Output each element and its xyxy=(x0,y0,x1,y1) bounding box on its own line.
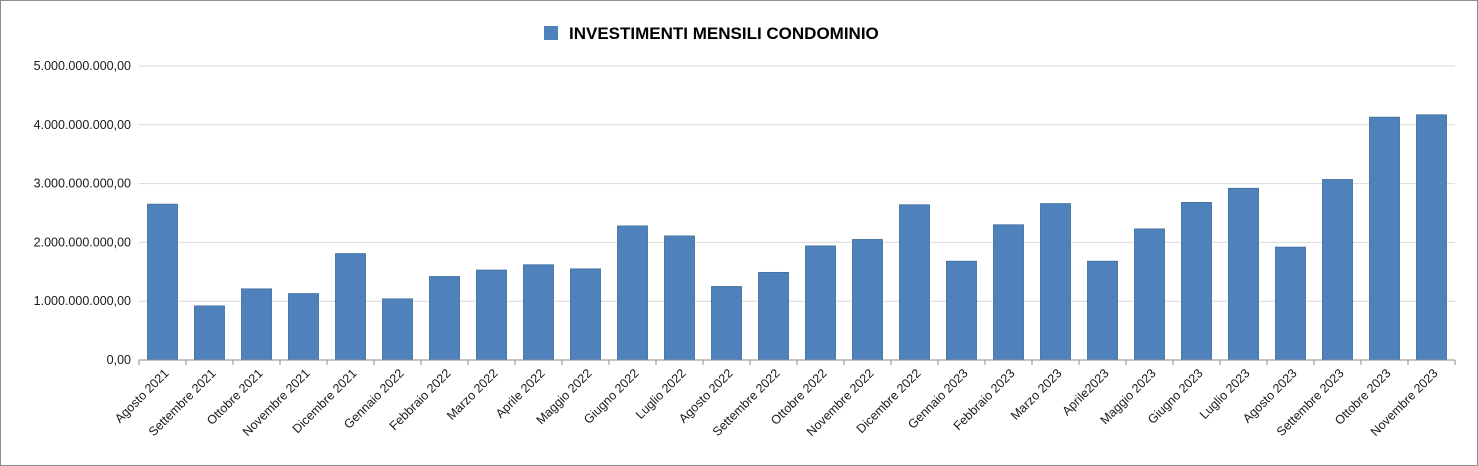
bar xyxy=(288,293,319,361)
bar xyxy=(570,268,601,361)
y-tick-label: 2.000.000.000,00 xyxy=(34,235,131,249)
x-tick-label: Marzo 2022 xyxy=(444,366,501,423)
bar xyxy=(617,225,648,361)
bar xyxy=(335,253,366,361)
y-tick-label: 1.000.000.000,00 xyxy=(34,294,131,308)
legend: INVESTIMENTI MENSILI CONDOMINIO xyxy=(544,24,879,43)
bar xyxy=(1275,246,1306,361)
bar xyxy=(711,286,742,361)
bar xyxy=(382,298,413,361)
bar xyxy=(194,305,225,361)
bar xyxy=(147,203,178,361)
bar xyxy=(1134,228,1165,361)
bar xyxy=(1087,260,1118,361)
bar xyxy=(852,239,883,361)
bar xyxy=(1416,114,1447,361)
legend-label: INVESTIMENTI MENSILI CONDOMINIO xyxy=(569,24,879,43)
bar xyxy=(476,269,507,361)
legend-swatch xyxy=(544,26,558,40)
bar xyxy=(899,204,930,361)
y-tick-label: 5.000.000.000,00 xyxy=(34,59,131,73)
bar xyxy=(758,271,789,361)
x-tick-label: Marzo 2023 xyxy=(1008,366,1065,423)
bar xyxy=(1369,116,1400,361)
bar xyxy=(241,288,272,361)
bar xyxy=(523,264,554,361)
bar xyxy=(946,260,977,361)
y-tick-label: 4.000.000.000,00 xyxy=(34,118,131,132)
bar xyxy=(805,245,836,361)
y-tick-label: 3.000.000.000,00 xyxy=(34,177,131,191)
y-tick-label: 0,00 xyxy=(107,353,131,367)
bar xyxy=(1228,187,1259,361)
bar xyxy=(1322,179,1353,361)
bar xyxy=(993,224,1024,361)
bar xyxy=(429,276,460,361)
bar xyxy=(1181,202,1212,361)
bar xyxy=(664,235,695,361)
bar xyxy=(1040,203,1071,361)
